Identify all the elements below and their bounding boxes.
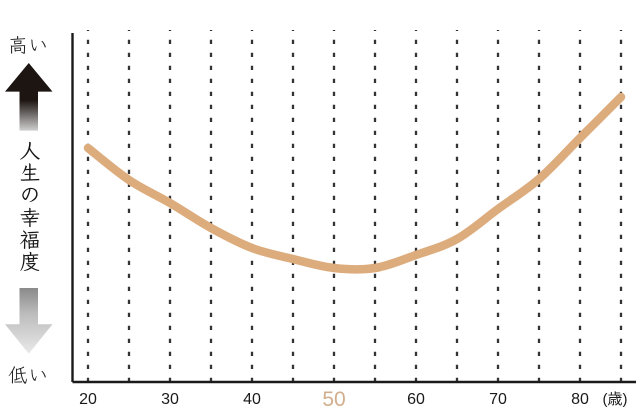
svg-text:80: 80 [571,391,589,408]
svg-text:60: 60 [407,391,425,408]
svg-text:50: 50 [322,388,345,411]
svg-text:20: 20 [79,391,97,408]
svg-text:40: 40 [243,391,261,408]
svg-text:70: 70 [489,391,507,408]
svg-text:30: 30 [161,391,179,408]
svg-text:(歳): (歳) [603,391,628,408]
